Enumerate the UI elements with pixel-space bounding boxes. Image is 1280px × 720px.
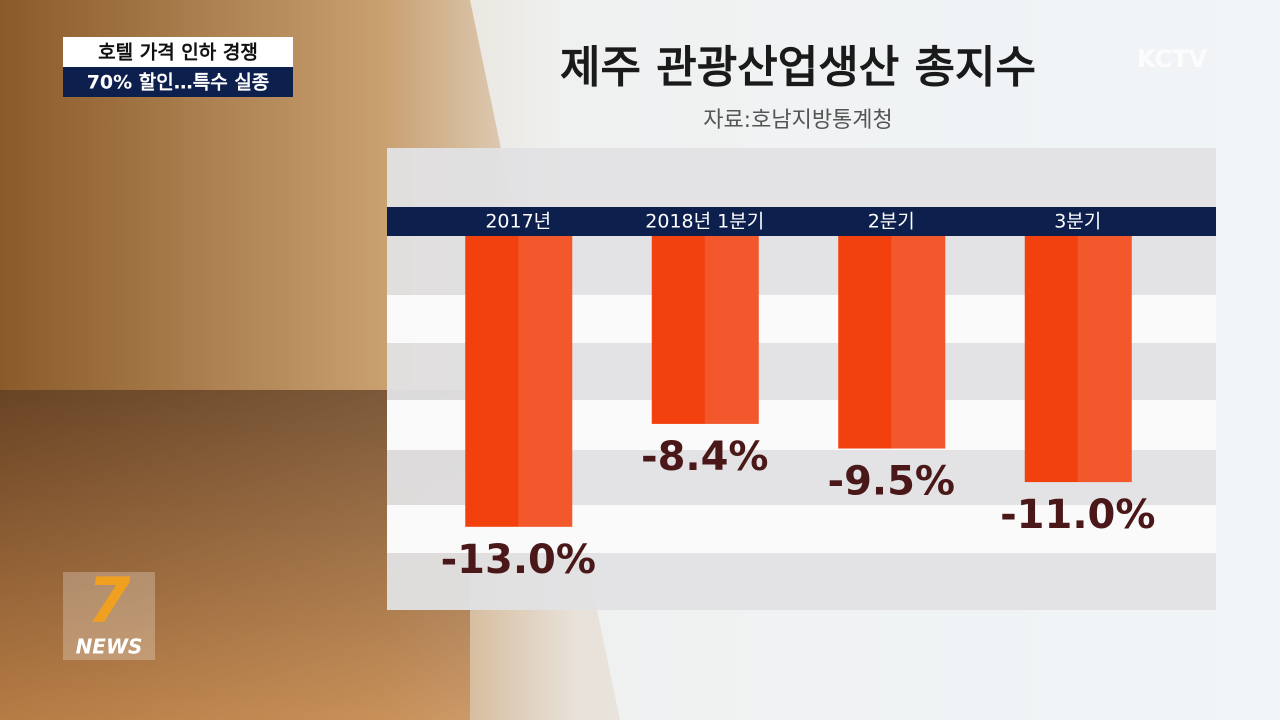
bar	[651, 236, 759, 424]
category-header	[387, 207, 1216, 236]
x-tick-label: 3분기	[1054, 211, 1101, 233]
bar-highlight	[891, 236, 946, 449]
value-label: -8.4%	[641, 434, 769, 480]
value-label: -9.5%	[827, 459, 955, 505]
bar-highlight	[704, 236, 759, 424]
x-tick-label: 2017년	[485, 211, 551, 233]
value-label: -13.0%	[441, 537, 596, 583]
channel-logo: KCTV	[1137, 45, 1208, 73]
bar	[1024, 236, 1132, 483]
news-logo-number: 7	[87, 564, 131, 637]
chart-subtitle: 자료:호남지방통계청	[703, 108, 893, 133]
caption-line: 70% 할인…특수 실종	[87, 71, 270, 94]
x-tick-label: 2분기	[868, 211, 915, 233]
caption-line: 호텔 가격 인하 경쟁	[98, 42, 258, 64]
bar-highlight	[1077, 236, 1132, 483]
value-label: -11.0%	[1000, 492, 1155, 538]
chart-title: 제주 관광산업생산 총지수	[560, 42, 1036, 93]
caption-box	[63, 67, 293, 97]
bar	[465, 236, 573, 527]
bar	[838, 236, 946, 449]
x-tick-label: 2018년 1분기	[645, 211, 764, 233]
bar-highlight	[518, 236, 573, 527]
caption-box	[63, 37, 293, 67]
news-logo-box	[63, 572, 155, 660]
news-logo-text: NEWS	[76, 635, 143, 659]
